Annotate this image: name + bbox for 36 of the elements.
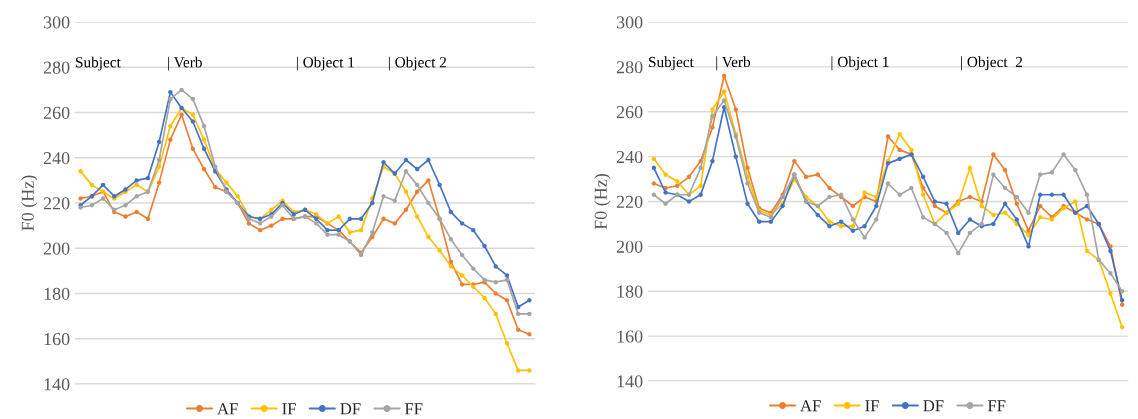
y-tick-label: 260 <box>43 106 70 119</box>
y-axis-title: F0 (Hz) <box>21 175 38 231</box>
legend-label: DF <box>923 400 944 412</box>
y-tick-label: 240 <box>43 152 70 165</box>
y-tick-label: 160 <box>617 330 643 343</box>
legend-label: AF <box>217 403 238 415</box>
y-tick-label: 300 <box>616 16 643 29</box>
y-tick-label: 260 <box>616 106 643 119</box>
annotation: | Object 1 <box>831 56 889 71</box>
annotation: | Object 2 <box>388 56 447 71</box>
annotation: | Object 2 <box>961 56 1023 71</box>
y-tick-label: 180 <box>617 285 643 298</box>
annotation: Subject <box>649 56 694 71</box>
annotation: | Verb <box>168 56 202 71</box>
y-tick-label: 220 <box>616 195 643 208</box>
y-tick-label: 200 <box>616 240 643 253</box>
legend-label: IF <box>282 403 296 415</box>
annotation: | Object 1 <box>296 56 354 71</box>
legend-label: AF <box>800 400 821 412</box>
legend-label: FF <box>404 403 423 415</box>
annotation: Subject <box>76 56 121 71</box>
y-axis-title: F0 (Hz) <box>594 173 611 230</box>
y-tick-label: 140 <box>44 378 70 391</box>
annotation: | Verb <box>716 56 751 71</box>
y-tick-label: 280 <box>43 61 70 74</box>
legend-label: FF <box>987 400 1006 412</box>
y-tick-label: 280 <box>616 61 643 74</box>
legend-label: DF <box>340 403 361 415</box>
y-tick-label: 220 <box>43 197 70 210</box>
legend-label: IF <box>865 400 879 412</box>
y-tick-label: 160 <box>44 333 70 346</box>
y-tick-label: 180 <box>44 287 70 300</box>
y-tick-label: 140 <box>617 375 643 388</box>
y-tick-label: 300 <box>43 16 70 29</box>
y-tick-label: 240 <box>616 150 643 164</box>
y-tick-label: 200 <box>43 242 70 255</box>
